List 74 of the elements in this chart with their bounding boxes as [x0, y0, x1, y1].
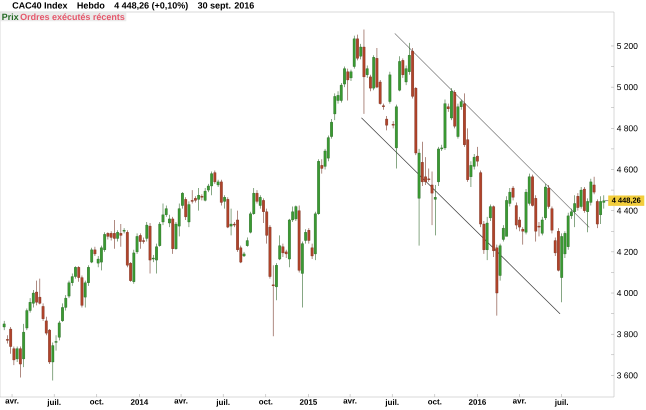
candlestick [246, 237, 249, 247]
candlestick [256, 190, 258, 204]
candlestick [596, 199, 599, 228]
y-tick-label: 4 200 [616, 248, 638, 255]
candlestick [580, 186, 583, 209]
candlestick [573, 194, 576, 228]
candlestick [197, 188, 200, 211]
candlestick [213, 170, 216, 184]
candlestick [514, 202, 518, 230]
y-tick-label: 5 200 [617, 42, 638, 49]
candlestick [188, 201, 190, 228]
candlestick [350, 69, 352, 82]
candlestick [512, 186, 514, 201]
candlestick [258, 194, 262, 209]
candlestick [333, 93, 336, 120]
candlestick [2, 320, 6, 330]
candlestick [320, 158, 324, 174]
candlestick [142, 237, 145, 244]
candlestick [476, 146, 479, 167]
candlestick [369, 74, 372, 92]
candlestick [310, 243, 314, 260]
candlestick [230, 208, 232, 236]
candlestick [582, 186, 586, 214]
candlestick [304, 228, 307, 244]
chart-subtitle: Hebdo [78, 2, 104, 9]
candlestick [223, 194, 226, 209]
y-tick-label: 3 600 [617, 372, 638, 378]
candlestick [307, 228, 310, 244]
candlestick [359, 44, 362, 60]
annotation: Ordres exécutés récents [20, 13, 124, 20]
candlestick [294, 205, 298, 222]
y-tick-label: 4 400 [616, 208, 638, 214]
y-tick-label: 4 800 [616, 125, 638, 132]
chart-title: CAC40 Index [12, 2, 68, 9]
candlestick [38, 278, 42, 305]
y-tick-label: 4 600 [616, 166, 638, 172]
candlestick [112, 220, 116, 250]
candlestick [35, 280, 38, 306]
candlestick [138, 233, 142, 250]
candlestick [430, 171, 434, 226]
candlestick [401, 58, 404, 78]
candlestick [116, 230, 119, 242]
y-tick-label: 5 000 [617, 84, 638, 90]
y-tick-label: 4 000 [616, 290, 638, 296]
candlestick [110, 230, 113, 241]
candlestick [356, 34, 359, 61]
candlestick [184, 197, 188, 220]
candlestick [94, 246, 96, 256]
candlestick [204, 188, 207, 202]
candlestick [90, 247, 94, 264]
candlestick [366, 65, 369, 78]
candlestick [18, 346, 22, 378]
text: 4 448,26 (+0,10%) [114, 2, 188, 10]
text: Prix [2, 13, 19, 20]
candlestick [424, 156, 427, 186]
candlestick [346, 68, 350, 101]
candlestick [275, 262, 278, 301]
candlestick [592, 176, 596, 194]
candlestick [119, 224, 122, 247]
candlestick [599, 196, 602, 224]
candlestick [145, 222, 148, 242]
candlestick [190, 190, 194, 204]
candlestick [385, 116, 388, 131]
text: 30 sept. 2016 [198, 2, 254, 10]
candlestick [420, 141, 424, 186]
candlestick [282, 243, 284, 258]
y-tick-label: 3 800 [617, 331, 638, 338]
candlestick [220, 180, 223, 206]
candlestick [16, 346, 19, 362]
candlestick [210, 171, 213, 196]
candlestick [576, 192, 580, 211]
candlestick [168, 214, 171, 228]
candlestick [278, 235, 282, 260]
candlestick [434, 184, 437, 236]
